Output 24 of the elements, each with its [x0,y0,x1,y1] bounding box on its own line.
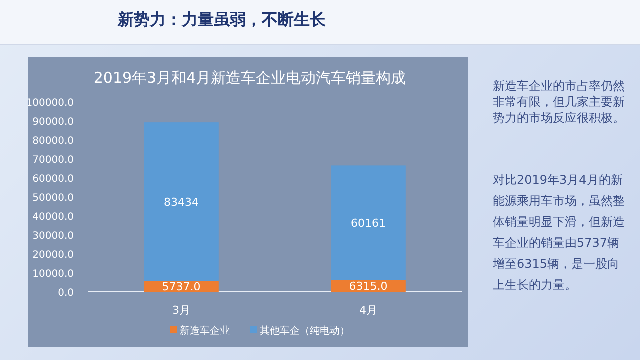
y-tick-label: 90000.0 [32,117,74,128]
y-tick-label: 40000.0 [32,212,74,223]
y-tick-label: 20000.0 [32,250,74,261]
data-label: 6315.0 [349,280,388,293]
data-label: 83434 [164,196,199,209]
y-tick-label: 80000.0 [32,136,74,147]
data-label: 60161 [351,216,386,230]
text: 新造车企业的市占率仍然非常有限，但几家主要新势力的市场反应很积极。 [493,78,625,126]
x-tick-label: 4月 [360,304,378,317]
y-tick-label: 50000.0 [32,193,74,204]
y-tick-label: 60000.0 [32,174,74,185]
y-tick-label: 10000.0 [32,269,74,280]
bar [144,122,219,282]
y-tick-label: 70000.0 [32,155,74,166]
text: 对比2019年3月4月的新能源乘用车市场，虽然整体销量明显下滑，但新造车企业的销量由5737辆增至6315辆，是一股向上生长的力量。 [493,172,625,294]
x-tick-label: 3月 [172,304,190,317]
bar [331,166,406,280]
y-tick-label: 0.0 [58,288,74,299]
legend-label: 其他车企（纯电动） [260,325,350,337]
legend-label: 新造车企业 [180,325,230,337]
data-label: 5737.0 [162,280,201,294]
y-tick-label: 30000.0 [32,231,74,242]
chart-subtitle: 2019年3月和4月新造车企业电动汽车销量构成 [94,69,406,87]
chart-title: 新势力：力量虽弱，不断生长 [118,10,326,31]
